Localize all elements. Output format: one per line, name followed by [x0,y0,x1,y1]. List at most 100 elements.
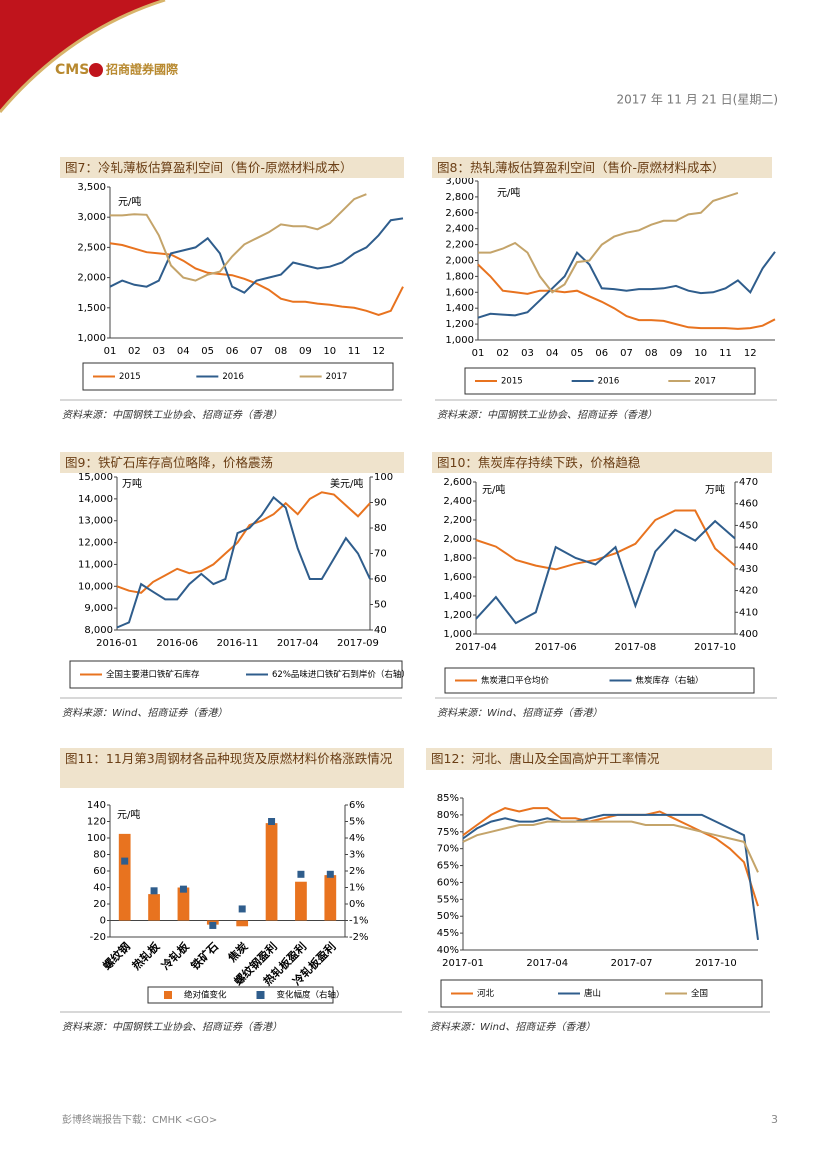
x-tick-label: 08 [275,346,288,357]
y-tick-label: 65% [437,861,459,872]
y-tick-label: 60 [93,866,106,877]
x-tick-label: 2017-10 [695,958,737,969]
y-tick-label: 1,000 [443,629,472,640]
y2-tick-label: 40 [374,625,387,636]
figure-title: 图11：11月第3周钢材各品种现货及原燃材料价格涨跌情况 [60,748,404,788]
y-tick-label: 3,000 [445,176,474,187]
legend-label: 2015 [119,372,141,382]
y-tick-label: 50% [437,911,459,922]
x-tick-label: 12 [372,346,385,357]
x-tick-label: 2017-07 [611,958,653,969]
figure-title: 图8：热轧薄板估算盈利空间（售价-原燃材料成本） [432,157,772,178]
y-tick-label: 1,600 [445,287,474,298]
bar [295,881,307,921]
y2-tick-label: 50 [374,600,387,611]
point [179,885,187,893]
y-tick-label: 40 [93,883,106,894]
y-tick-label: 2,500 [77,242,106,253]
y2-tick-label: 60 [374,574,387,585]
y-tick-label: 55% [437,894,459,905]
y2-tick-label: 410 [739,607,758,618]
point [326,870,334,878]
y-tick-label: 70% [437,844,459,855]
figure-title: 图7：冷轧薄板估算盈利空间（售价-原燃材料成本） [60,157,404,178]
legend-label: 绝对值变化 [184,990,227,1001]
figure-source: 资料来源：中国钢铁工业协会、招商证券（香港） [437,410,657,421]
y-tick-label: 120 [87,817,106,828]
y-unit-label: 元/吨 [117,808,140,821]
series-line [477,250,776,319]
y-tick-label: 1,000 [445,335,474,346]
x-tick-label: 03 [521,348,534,359]
y-unit-label: 元/吨 [482,483,505,496]
series-line [116,495,371,629]
page-number: 3 [771,1113,778,1126]
bar [236,920,249,927]
y-tick-label: 14,000 [78,494,113,505]
legend-label: 2017 [694,377,716,387]
x-tick-label: 04 [546,348,559,359]
y-tick-label: 2,400 [443,496,472,507]
x-tick-label: 热轧板 [129,939,163,973]
y-tick-label: 140 [87,800,106,811]
legend-box [69,660,403,689]
x-tick-label: 12 [744,348,757,359]
point [150,887,158,895]
y2-tick-label: 400 [739,629,758,640]
legend-label: 焦炭库存（右轴） [636,675,704,686]
y2-tick-label: 450 [739,520,758,531]
y-tick-label: 1,800 [443,553,472,564]
x-tick-label: 11 [348,346,361,357]
bar [324,875,337,921]
series-line [462,813,759,941]
x-tick-label: 螺纹钢 [100,939,133,972]
y-tick-label: 1,200 [445,319,474,330]
y2-tick-label: 4% [349,833,365,844]
y-tick-label: 2,600 [445,208,474,219]
x-tick-label: 2017-08 [614,642,656,653]
x-tick-label: 07 [250,346,263,357]
x-tick-label: 2016-01 [96,638,138,649]
x-tick-label: 02 [496,348,509,359]
y-tick-label: 2,200 [443,515,472,526]
y2-tick-label: 420 [739,586,758,597]
y2-tick-label: -2% [349,932,368,943]
x-tick-label: 2016-11 [217,638,259,649]
x-tick-label: 08 [645,348,658,359]
y2-tick-label: 470 [739,477,758,488]
figure-title: 图9：铁矿石库存高位略降，价格震荡 [60,452,404,473]
y2-tick-label: 430 [739,564,758,575]
y-tick-label: 1,400 [445,303,474,314]
y2-tick-label: 70 [374,549,387,560]
x-tick-label: 2017-04 [277,638,319,649]
legend-label: 变化幅度（右轴） [277,990,345,1001]
y-tick-label: 3,500 [77,182,106,193]
y-tick-label: 1,500 [77,303,106,314]
x-tick-label: 焦炭 [224,939,250,965]
series-line [475,519,736,625]
y-tick-label: 11,000 [78,559,113,570]
y-tick-label: 1,800 [445,271,474,282]
x-tick-label: 06 [226,346,239,357]
point [297,870,305,878]
y-tick-label: 2,000 [77,273,106,284]
x-tick-label: 09 [299,346,312,357]
series-line [109,217,404,294]
y-tick-label: 1,000 [77,333,106,344]
bar [118,833,131,921]
x-tick-label: 2017-10 [694,642,736,653]
legend-label: 河北 [477,988,495,999]
x-tick-label: 冷轧板 [158,939,192,973]
x-tick-label: 2017-04 [526,958,568,969]
legend-label: 焦炭港口平仓均价 [481,675,550,686]
legend-swatch [164,991,172,999]
y-tick-label: 0 [100,916,106,927]
series-line [110,193,367,282]
y-tick-label: 60% [437,877,459,888]
y2-unit-label: 万吨 [705,483,725,496]
header-decoration-edge [0,0,166,113]
x-tick-label: 06 [595,348,608,359]
y2-tick-label: 90 [374,498,387,509]
